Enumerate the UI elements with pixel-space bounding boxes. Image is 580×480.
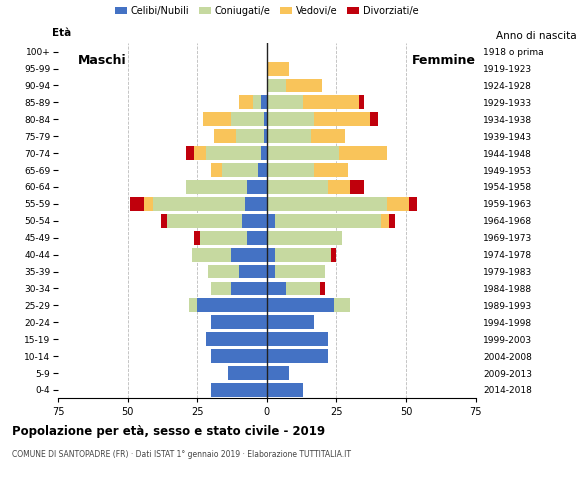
Bar	[208, 264, 239, 278]
Bar	[267, 146, 339, 160]
Bar	[211, 349, 267, 363]
Bar	[267, 61, 289, 75]
Bar	[197, 299, 267, 312]
Bar	[303, 96, 358, 109]
Bar	[275, 264, 325, 278]
Bar	[261, 96, 267, 109]
Bar	[247, 180, 267, 194]
Bar	[153, 197, 245, 211]
Bar	[331, 248, 336, 262]
Bar	[267, 332, 328, 346]
Bar	[267, 299, 334, 312]
Bar	[247, 231, 267, 245]
Bar	[267, 129, 311, 143]
Bar	[350, 180, 364, 194]
Bar	[253, 96, 261, 109]
Bar	[275, 248, 331, 262]
Bar	[242, 214, 267, 228]
Bar	[214, 129, 236, 143]
Legend: Celibi/Nubili, Coniugati/e, Vedovi/e, Divorziati/e: Celibi/Nubili, Coniugati/e, Vedovi/e, Di…	[111, 2, 422, 20]
Bar	[267, 231, 342, 245]
Bar	[222, 163, 259, 177]
Bar	[267, 163, 314, 177]
Text: Femmine: Femmine	[412, 54, 476, 67]
Bar	[261, 146, 267, 160]
Bar	[267, 366, 289, 380]
Bar	[287, 282, 320, 295]
Bar	[275, 214, 381, 228]
Bar	[287, 79, 322, 93]
Bar	[358, 96, 364, 109]
Bar	[205, 332, 267, 346]
Bar	[236, 129, 264, 143]
Bar	[386, 197, 409, 211]
Bar	[231, 248, 267, 262]
Text: Anno di nascita: Anno di nascita	[496, 31, 577, 41]
Bar	[267, 112, 314, 126]
Bar	[389, 214, 395, 228]
Bar	[186, 146, 194, 160]
Bar	[339, 146, 386, 160]
Bar	[231, 282, 267, 295]
Bar	[264, 112, 267, 126]
Bar	[189, 299, 197, 312]
Bar	[267, 349, 328, 363]
Text: Età: Età	[52, 28, 72, 38]
Bar	[211, 315, 267, 329]
Bar	[203, 112, 231, 126]
Bar	[186, 180, 247, 194]
Bar	[314, 112, 370, 126]
Bar	[194, 146, 205, 160]
Bar	[166, 214, 242, 228]
Bar	[211, 383, 267, 397]
Bar	[314, 163, 347, 177]
Bar	[334, 299, 350, 312]
Bar	[267, 197, 386, 211]
Bar	[228, 366, 267, 380]
Bar	[267, 96, 303, 109]
Bar	[191, 248, 231, 262]
Bar	[259, 163, 267, 177]
Bar	[130, 197, 144, 211]
Bar	[267, 282, 287, 295]
Text: Maschi: Maschi	[78, 54, 126, 67]
Bar	[328, 180, 350, 194]
Bar	[245, 197, 267, 211]
Bar	[239, 264, 267, 278]
Bar	[267, 214, 275, 228]
Bar	[320, 282, 325, 295]
Bar	[211, 282, 231, 295]
Bar	[267, 315, 314, 329]
Bar	[200, 231, 247, 245]
Text: Popolazione per età, sesso e stato civile - 2019: Popolazione per età, sesso e stato civil…	[12, 425, 325, 438]
Bar	[194, 231, 200, 245]
Bar	[267, 264, 275, 278]
Bar	[370, 112, 378, 126]
Bar	[239, 96, 253, 109]
Bar	[267, 248, 275, 262]
Bar	[161, 214, 166, 228]
Text: COMUNE DI SANTOPADRE (FR) · Dati ISTAT 1° gennaio 2019 · Elaborazione TUTTITALIA: COMUNE DI SANTOPADRE (FR) · Dati ISTAT 1…	[12, 450, 350, 459]
Bar	[311, 129, 345, 143]
Bar	[231, 112, 264, 126]
Bar	[144, 197, 153, 211]
Bar	[267, 180, 328, 194]
Bar	[211, 163, 222, 177]
Bar	[264, 129, 267, 143]
Bar	[205, 146, 261, 160]
Bar	[267, 79, 287, 93]
Bar	[267, 383, 303, 397]
Bar	[381, 214, 389, 228]
Bar	[409, 197, 417, 211]
